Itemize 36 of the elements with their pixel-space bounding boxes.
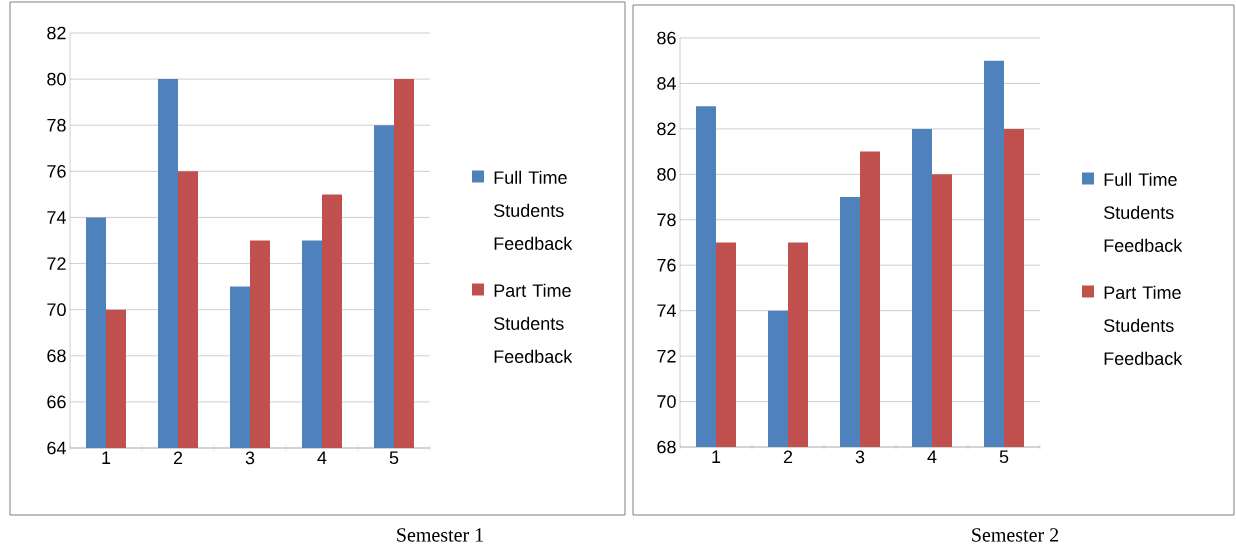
y-tick-label: 82 xyxy=(657,122,676,136)
x-tick-label: 1 xyxy=(102,451,111,464)
y-tick-label: 76 xyxy=(47,164,66,178)
y-tick-label: 72 xyxy=(47,257,66,270)
legend-label: Full Time Students Feedback xyxy=(1104,172,1183,252)
y-tick-label: 64 xyxy=(47,441,66,455)
y-tick-label: 80 xyxy=(657,167,676,181)
x-tick-label: 1 xyxy=(712,450,721,463)
y-tick-label: 80 xyxy=(47,72,66,86)
y-tick-label: 78 xyxy=(47,118,66,132)
y-tick-label: 74 xyxy=(47,211,66,224)
legend-label: Part Time Students Feedback xyxy=(494,283,573,363)
y-tick-label: 86 xyxy=(657,31,676,45)
x-tick-label: 3 xyxy=(245,451,255,465)
text: Semester 2 xyxy=(972,528,1059,542)
x-tick-label: 2 xyxy=(783,450,793,464)
y-tick-label: 74 xyxy=(657,304,676,317)
y-tick-label: 78 xyxy=(657,213,676,227)
x-tick-label: 5 xyxy=(389,451,399,465)
y-tick-label: 70 xyxy=(657,395,676,408)
y-tick-label: 72 xyxy=(657,349,676,363)
y-tick-label: 76 xyxy=(657,258,676,272)
x-tick-label: 4 xyxy=(927,450,937,463)
y-tick-label: 82 xyxy=(47,26,66,40)
y-tick-label: 70 xyxy=(47,303,66,317)
y-tick-label: 66 xyxy=(47,395,66,409)
y-tick-label: 68 xyxy=(657,440,676,454)
legend-label: Part Time Students Feedback xyxy=(1104,285,1183,365)
x-tick-label: 4 xyxy=(317,451,327,464)
y-tick-label: 68 xyxy=(47,349,66,363)
text: Semester 1 xyxy=(397,528,483,542)
x-tick-label: 3 xyxy=(855,450,865,464)
legend-label: Full Time Students Feedback xyxy=(494,170,573,250)
x-tick-label: 5 xyxy=(999,450,1009,464)
y-tick-label: 84 xyxy=(657,77,676,90)
x-tick-label: 2 xyxy=(173,451,183,465)
